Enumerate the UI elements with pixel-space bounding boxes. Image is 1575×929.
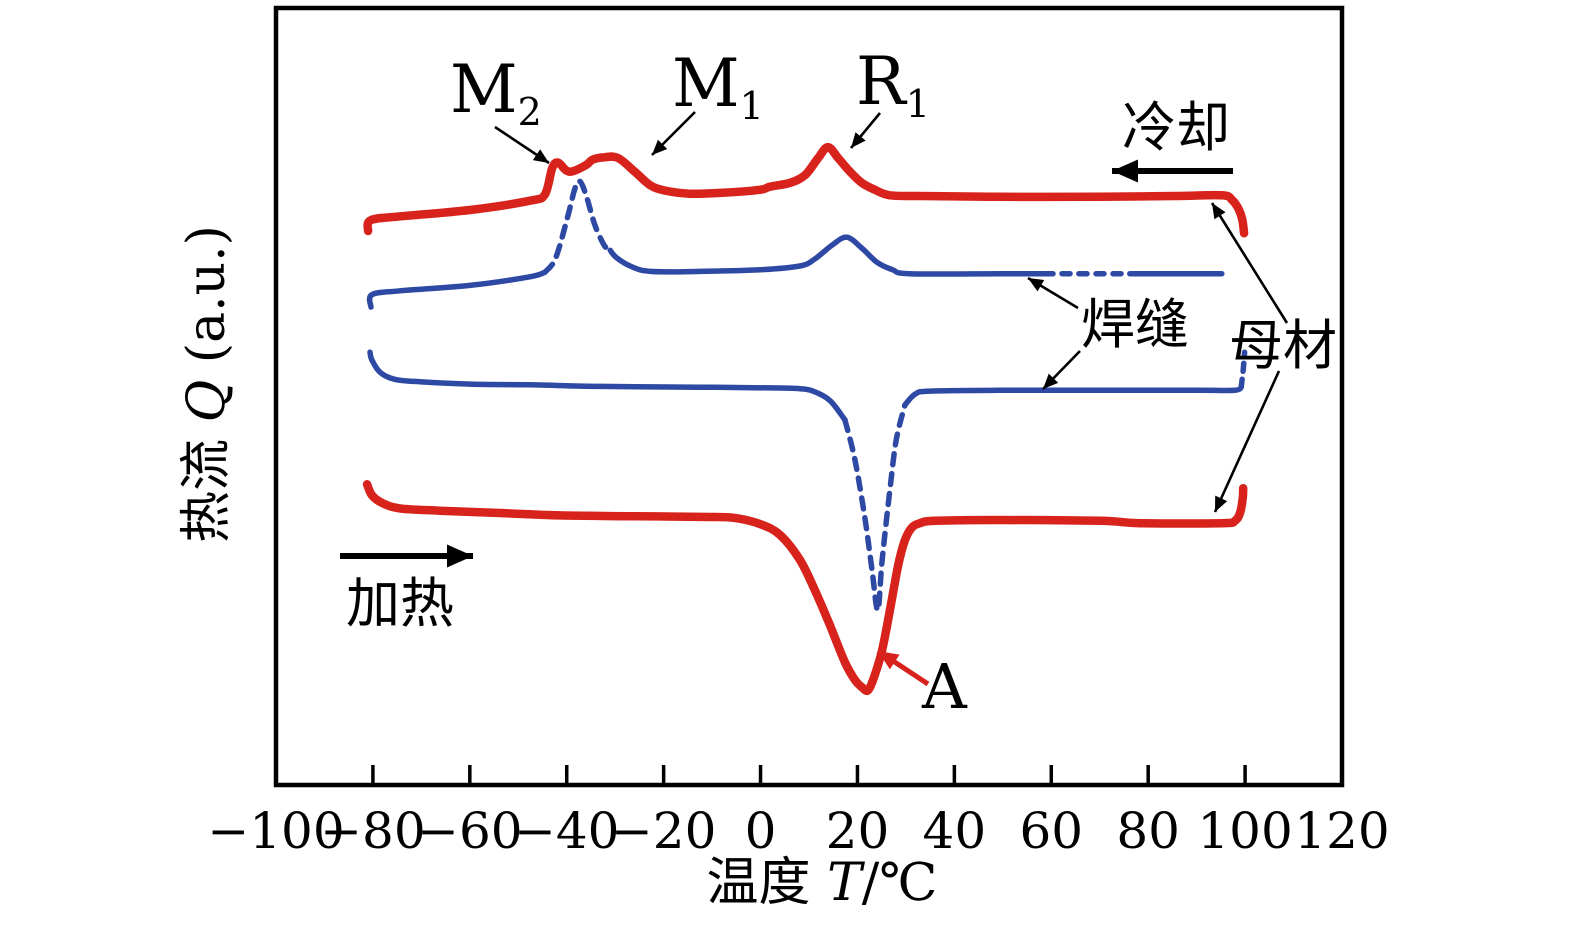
peak-label-M2: M2 (450, 51, 542, 134)
y-axis-title: 热流 Q (a.u.) (177, 225, 237, 543)
peak-label-M1: M1 (672, 45, 764, 128)
x-tick-label: −60 (417, 802, 523, 860)
weld-label: 焊缝 (1081, 293, 1189, 356)
x-tick-label: 60 (1019, 802, 1083, 860)
curve-base-metal-heating-seg0 (362, 480, 1248, 696)
x-tick-label: −40 (514, 802, 620, 860)
curve-weld-cooling-seg1 (542, 178, 614, 275)
m2-arrow (494, 125, 550, 165)
m1-arrow (651, 111, 696, 156)
plot-border (273, 5, 1345, 788)
curve-base-metal-cooling-seg0 (363, 142, 1249, 238)
curve-weld-heating-seg3 (1238, 349, 1248, 390)
weld-to-heating-arrow (1042, 350, 1081, 390)
peak-label-R1: R1 (856, 43, 930, 126)
x-tick-label: −20 (611, 802, 717, 860)
cooling-label: 冷却 (1122, 96, 1230, 159)
x-axis-title: 温度 T/℃ (707, 853, 938, 913)
base-to-cooling-arrow (1210, 202, 1289, 324)
x-tick-label: 40 (923, 802, 987, 860)
curve-weld-heating-seg1 (842, 402, 908, 613)
x-tick-label: −100 (207, 802, 344, 860)
x-tick-label: 100 (1197, 802, 1292, 860)
x-tick-label: 120 (1294, 802, 1389, 860)
base-metal-label: 母材 (1229, 314, 1337, 377)
curve-weld-cooling-seg0 (366, 269, 548, 310)
a-arrow (876, 648, 930, 687)
x-tick-label: 80 (1116, 802, 1180, 860)
curve-weld-heating-seg0 (367, 349, 848, 423)
x-tick-label: −80 (320, 802, 426, 860)
curve-weld-cooling-seg2 (607, 234, 1048, 277)
weld-to-cooling-arrow (1027, 276, 1079, 310)
x-tick-label: 20 (826, 802, 890, 860)
heating-label: 加热 (346, 572, 454, 635)
peak-label-A: A (921, 650, 968, 723)
x-tick-label: 0 (745, 802, 777, 860)
curve-weld-heating-seg2 (902, 384, 1244, 408)
base-to-heating-arrow (1213, 370, 1281, 513)
r1-arrow (849, 112, 882, 149)
chart-root: −100−80−60−40−20 0 20 40 60 80 100 120 温度 T/℃ 热流 … (177, 5, 1390, 913)
